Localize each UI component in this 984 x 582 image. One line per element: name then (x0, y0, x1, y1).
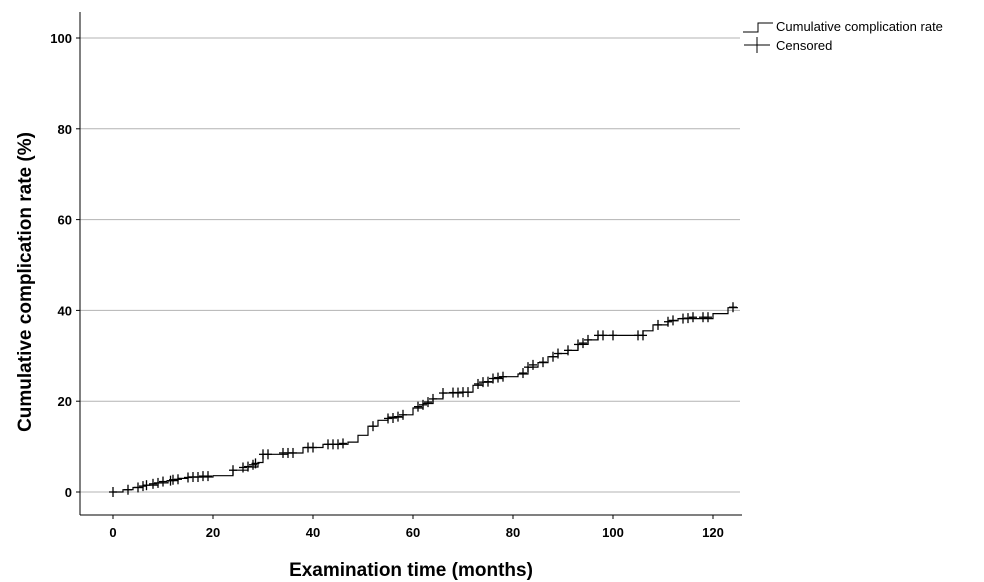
censor-marker (399, 409, 407, 420)
censor-marker (529, 359, 537, 370)
censor-marker (729, 302, 737, 313)
censor-marker (664, 316, 672, 327)
legend-label-censored: Censored (776, 38, 832, 53)
y-tick-label: 80 (58, 122, 72, 137)
censor-marker (584, 334, 592, 345)
censor-marker (564, 345, 572, 356)
censor-marker (109, 487, 117, 497)
censor-marker (424, 397, 432, 408)
censor-marker (124, 484, 132, 495)
censor-marker (204, 471, 212, 482)
censor-marker (264, 449, 272, 460)
censor-marker (639, 330, 647, 341)
censor-marker (394, 411, 402, 422)
censor-marker (134, 482, 142, 493)
y-axis-title: Cumulative complication rate (%) (15, 132, 36, 432)
x-tick-label: 20 (206, 525, 220, 540)
censor-marker (419, 399, 427, 410)
x-axis-title: Examination time (months) (289, 560, 533, 581)
legend-plus-icon (744, 37, 770, 53)
censor-marker (474, 378, 482, 389)
censor-marker (689, 312, 697, 323)
censor-marker (554, 348, 562, 359)
censor-marker (369, 421, 377, 432)
censor-marker (574, 339, 582, 350)
censor-marker (154, 477, 162, 488)
legend: Cumulative complication rate Censored (743, 19, 943, 53)
censor-marker (251, 458, 260, 469)
censor-marker (464, 387, 472, 398)
censor-marker (669, 315, 677, 326)
gridlines (80, 37, 740, 493)
censor-markers (109, 302, 737, 497)
y-tick-label: 100 (50, 31, 72, 46)
censor-marker (389, 412, 397, 423)
y-tick-label: 20 (58, 394, 72, 409)
x-tick-label: 60 (406, 525, 420, 540)
censor-marker (194, 472, 202, 483)
x-tick-label: 40 (306, 525, 320, 540)
censor-marker (244, 461, 252, 472)
censor-marker (609, 330, 617, 341)
censor-marker (499, 371, 507, 382)
y-tick-label: 40 (58, 303, 72, 318)
axes (79, 12, 742, 516)
censor-marker (159, 476, 167, 487)
x-tick-label: 0 (109, 525, 116, 540)
censor-marker (524, 362, 532, 373)
y-tick-label: 0 (65, 485, 72, 500)
censor-marker (704, 312, 712, 323)
censor-marker (289, 447, 297, 458)
censor-marker (239, 462, 247, 473)
censor-marker (539, 357, 547, 368)
legend-label-step: Cumulative complication rate (776, 19, 943, 34)
y-tick-label: 60 (58, 213, 72, 228)
censor-marker (339, 438, 347, 449)
censor-marker (334, 439, 342, 450)
censor-marker (149, 478, 157, 489)
y-ticks: 0 20 40 60 80 100 (50, 31, 80, 500)
censor-marker (599, 330, 607, 341)
censor-marker (414, 401, 422, 412)
x-tick-label: 100 (602, 525, 624, 540)
censor-marker (654, 319, 662, 330)
censor-marker (429, 393, 437, 404)
legend-step-icon (743, 22, 773, 33)
censor-marker (484, 376, 492, 387)
censor-marker (494, 372, 502, 383)
censor-marker (229, 465, 237, 476)
censor-marker (549, 351, 557, 362)
censor-marker (142, 480, 151, 491)
censor-marker (439, 388, 447, 399)
x-tick-label: 80 (506, 525, 520, 540)
x-ticks: 0 20 40 60 80 100 120 (109, 515, 724, 540)
censor-marker (174, 474, 182, 485)
censor-marker (139, 481, 147, 492)
censor-marker (519, 368, 527, 379)
x-tick-label: 120 (702, 525, 724, 540)
censor-marker (579, 338, 587, 349)
censor-marker (309, 442, 317, 453)
censor-marker (684, 313, 692, 324)
censor-marker (489, 373, 497, 384)
